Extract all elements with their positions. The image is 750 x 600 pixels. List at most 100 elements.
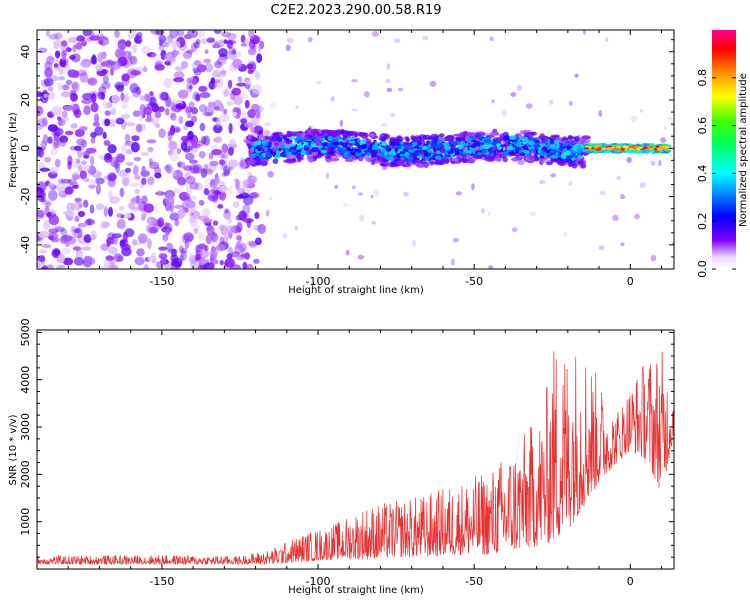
heatmap-cell — [113, 236, 119, 245]
heatmap-cell — [48, 214, 60, 226]
heatmap-cell — [97, 91, 105, 100]
heatmap-cell — [491, 141, 498, 146]
heatmap-cell — [152, 203, 160, 214]
heatmap-cell — [412, 152, 419, 157]
heatmap-cell — [447, 151, 451, 154]
heatmap-cell — [184, 152, 195, 161]
heatmap-cell — [368, 133, 375, 138]
heatmap-cell — [135, 195, 141, 204]
heatmap-cell — [545, 161, 553, 166]
heatmap-cell — [195, 93, 201, 102]
heatmap-cell — [353, 148, 360, 151]
heatmap-cell — [190, 205, 198, 213]
heatmap-cell — [101, 81, 111, 90]
heatmap-cell — [563, 231, 568, 238]
spectrogram-frame — [36, 29, 675, 270]
heatmap-cell — [162, 233, 169, 242]
heatmap-cell — [60, 40, 68, 47]
figure-title: C2E2.2023.290.00.58.R19 — [270, 3, 441, 18]
heatmap-cell — [265, 209, 270, 217]
heatmap-cell — [421, 145, 428, 151]
heatmap-cell — [214, 177, 219, 186]
heatmap-cell — [186, 77, 192, 83]
heatmap-cell — [60, 44, 69, 52]
heatmap-cell — [111, 233, 122, 239]
heatmap-cell — [39, 167, 51, 172]
heatmap-cell — [215, 117, 221, 128]
heatmap-cell — [119, 187, 125, 197]
heatmap-cell — [189, 181, 200, 190]
heatmap-cell — [95, 184, 101, 195]
heatmap-cell — [76, 158, 81, 164]
heatmap-cell — [215, 77, 224, 89]
heatmap-cell — [541, 146, 548, 151]
heatmap-cell — [50, 147, 59, 156]
heatmap-cell — [228, 166, 234, 171]
heatmap-cell — [99, 39, 104, 45]
heatmap-cell — [380, 151, 385, 157]
heatmap-cell — [184, 171, 192, 180]
heatmap-cell — [227, 32, 237, 41]
heatmap-cell — [359, 215, 365, 222]
heatmap-cell — [130, 70, 141, 76]
heatmap-cell — [235, 179, 240, 190]
heatmap-cell — [292, 152, 299, 155]
heatmap-cell — [371, 149, 378, 155]
heatmap-cell — [198, 150, 206, 159]
heatmap-cell — [371, 221, 377, 225]
heatmap-cell — [131, 196, 143, 205]
heatmap-cell — [203, 188, 210, 196]
heatmap-cell — [326, 143, 334, 147]
heatmap-cell — [61, 234, 73, 242]
y-tick-label: 0 — [19, 145, 32, 152]
heatmap-cell — [634, 213, 640, 220]
heatmap-cell — [180, 250, 187, 261]
heatmap-cell — [216, 73, 227, 78]
heatmap-cell — [183, 200, 190, 206]
heatmap-cell — [328, 150, 334, 155]
heatmap-cell — [209, 247, 218, 259]
heatmap-cell — [357, 254, 365, 260]
heatmap-cell — [102, 131, 107, 139]
heatmap-cell — [667, 116, 673, 120]
heatmap-cell — [394, 143, 401, 146]
heatmap-cell — [70, 225, 75, 233]
heatmap-cell — [437, 143, 443, 146]
heatmap-cell — [235, 194, 245, 199]
heatmap-cell — [516, 84, 522, 92]
heatmap-cell — [584, 147, 590, 150]
heatmap-cell — [164, 108, 170, 116]
heatmap-cell — [206, 168, 213, 175]
heatmap-cell — [511, 141, 518, 144]
heatmap-cell — [236, 82, 247, 87]
heatmap-cell — [83, 105, 91, 115]
heatmap-cell — [370, 194, 374, 199]
heatmap-cell — [195, 249, 203, 259]
heatmap-cell — [163, 77, 173, 88]
heatmap-cell — [193, 60, 202, 66]
heatmap-cell — [182, 50, 193, 60]
heatmap-cell — [38, 230, 49, 239]
spectrogram-panel: -150 -100 -50 0 -40 -20 0 20 40 Height of straig… — [8, 29, 675, 296]
heatmap-cell — [648, 160, 656, 164]
heatmap-cell — [210, 144, 218, 150]
heatmap-cell — [217, 181, 226, 187]
heatmap-cell — [317, 144, 323, 149]
heatmap-cell — [465, 131, 473, 137]
heatmap-cell — [83, 165, 90, 171]
heatmap-cell — [564, 151, 572, 155]
heatmap-cell — [253, 153, 259, 156]
heatmap-cell — [303, 144, 309, 150]
heatmap-cell — [128, 202, 136, 210]
heatmap-cell — [663, 126, 667, 131]
snr-ticks: -150 -100 -50 0 1000 2000 3000 4000 5000 — [19, 318, 674, 588]
heatmap-cell — [193, 228, 199, 234]
spectrogram-ticks: -150 -100 -50 0 -40 -20 0 20 40 — [19, 30, 674, 288]
x-tick-label: -100 — [306, 575, 331, 588]
heatmap-cell — [511, 227, 518, 233]
heatmap-cell — [248, 192, 258, 199]
x-tick-label: 0 — [627, 575, 634, 588]
heatmap-cell — [266, 153, 273, 158]
heatmap-cell — [178, 115, 184, 125]
heatmap-cell — [220, 225, 229, 236]
